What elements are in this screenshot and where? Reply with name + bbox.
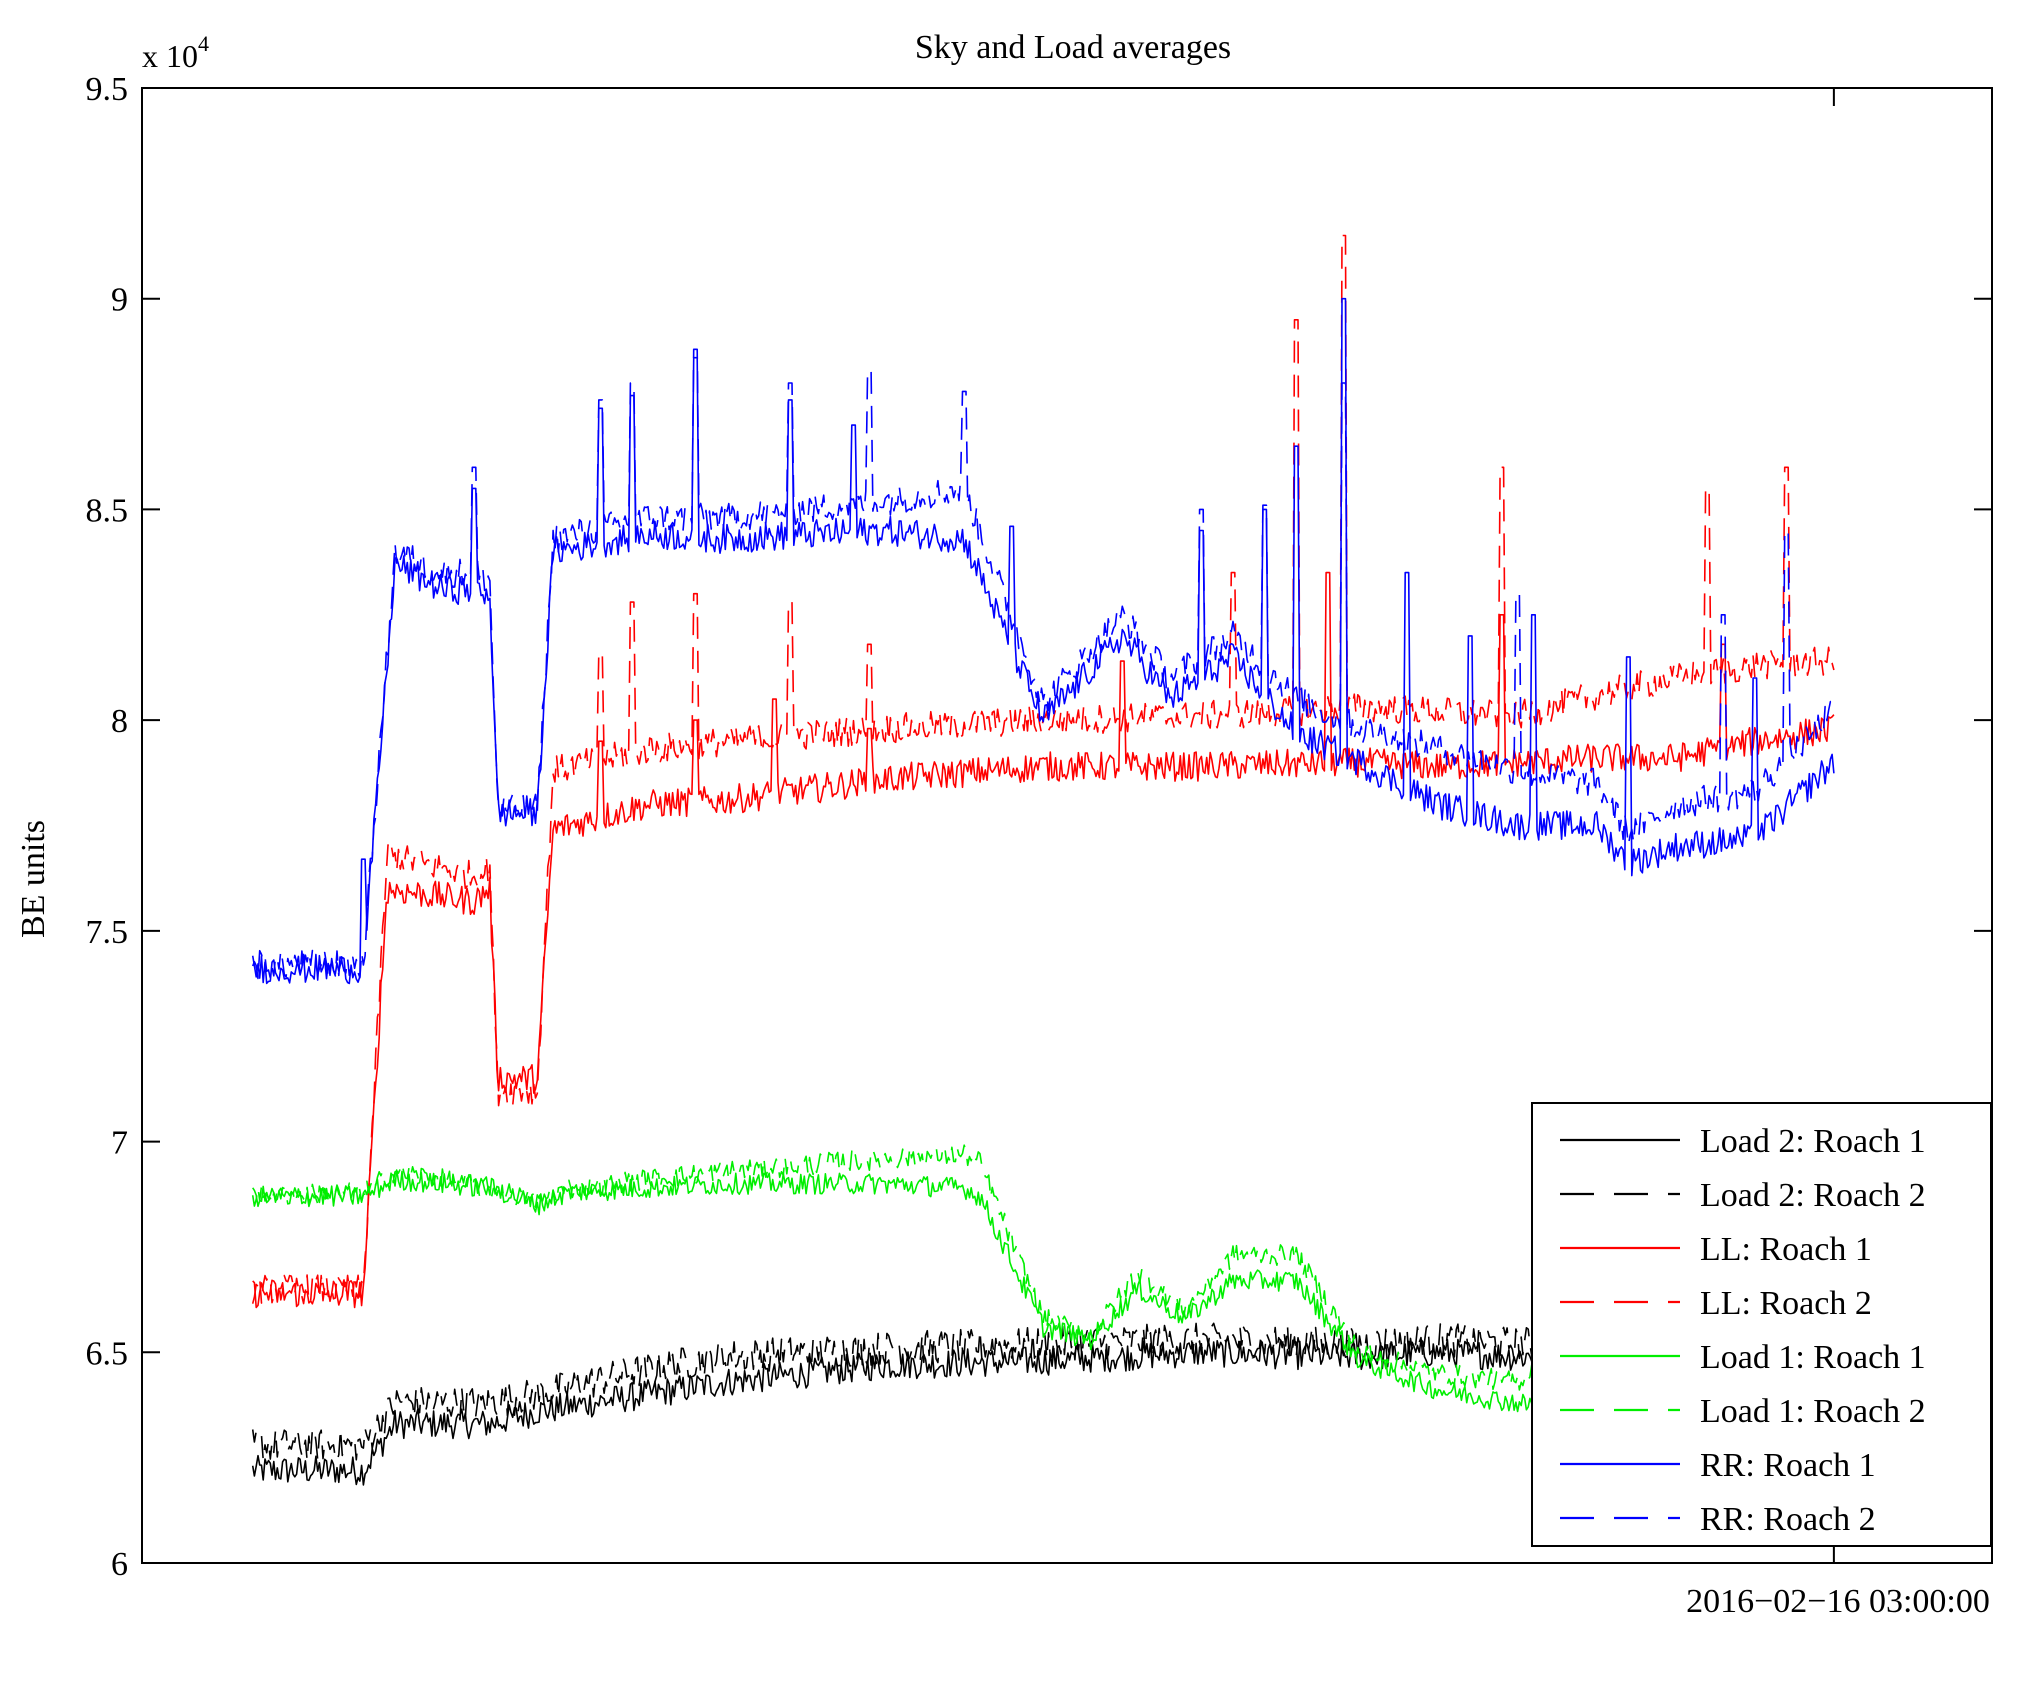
y-tick-label: 7.5 <box>86 914 129 951</box>
y-tick-label: 8.5 <box>86 492 129 529</box>
y-tick-label: 6 <box>111 1546 128 1583</box>
series-line <box>252 1169 1724 1464</box>
y-axis-label: BE units <box>15 820 52 938</box>
legend: Load 2: Roach 1 Load 2: Roach 2 LL: Roach … <box>1531 1102 1992 1547</box>
series-line <box>251 348 1835 980</box>
y-tick-label: 7 <box>111 1125 128 1162</box>
series-line <box>251 1144 1724 1402</box>
legend-label: LL: Roach 1 <box>1700 1231 1872 1268</box>
legend-label: Load 2: Roach 1 <box>1700 1123 1926 1160</box>
legend-label: Load 1: Roach 1 <box>1700 1339 1926 1376</box>
x-tick-label: 2016−02−16 03:00:00 <box>1686 1583 1990 1620</box>
series-layer <box>251 234 1835 1486</box>
legend-label: LL: Roach 2 <box>1700 1285 1872 1322</box>
y-exponent-label: x 104 <box>142 31 209 74</box>
y-axis: 6 6.5 7 7.5 8 8.5 9 9.5 <box>86 71 1992 1583</box>
plot-frame <box>141 87 1993 1564</box>
y-tick-label: 6.5 <box>86 1335 129 1372</box>
legend-label: Load 1: Roach 2 <box>1700 1393 1926 1430</box>
y-exponent-base: x 10 <box>142 38 198 74</box>
chart-title: Sky and Load averages <box>915 29 1231 66</box>
series-line <box>251 297 1835 985</box>
series-line <box>251 1297 1835 1462</box>
y-tick-label: 8 <box>111 703 128 740</box>
legend-label: RR: Roach 2 <box>1700 1501 1876 1538</box>
x-axis: 2016−02−16 03:00:00 <box>1686 88 1990 1620</box>
y-tick-label: 9 <box>111 282 128 319</box>
y-tick-label: 9.5 <box>86 71 129 108</box>
series-line <box>252 571 1835 1309</box>
legend-box <box>1531 1102 1992 1547</box>
y-exponent-power: 4 <box>198 31 209 56</box>
legend-label: RR: Roach 1 <box>1700 1447 1876 1484</box>
legend-label: Load 2: Roach 2 <box>1700 1177 1926 1214</box>
